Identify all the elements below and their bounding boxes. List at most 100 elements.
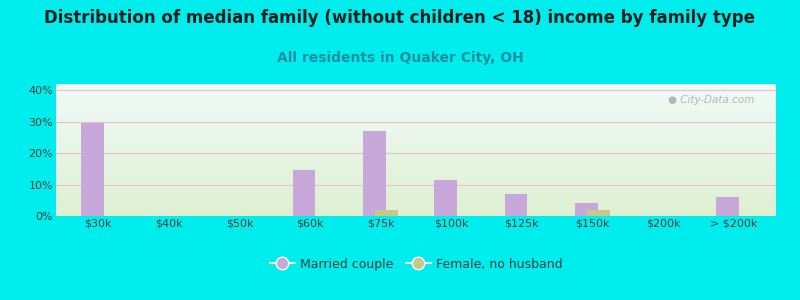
Bar xyxy=(56,129,776,130)
Bar xyxy=(56,170,776,171)
Bar xyxy=(56,136,776,137)
Bar xyxy=(56,124,776,125)
Bar xyxy=(56,210,776,211)
Bar xyxy=(56,164,776,165)
Bar xyxy=(56,125,776,126)
Bar xyxy=(56,206,776,207)
Bar xyxy=(56,103,776,104)
Bar xyxy=(56,155,776,156)
Bar xyxy=(56,89,776,90)
Bar xyxy=(56,189,776,190)
Bar xyxy=(56,93,776,94)
Bar xyxy=(56,115,776,116)
Bar xyxy=(56,172,776,173)
Bar xyxy=(56,178,776,179)
Bar xyxy=(375,210,398,216)
Bar xyxy=(56,167,776,168)
Bar xyxy=(56,101,776,102)
Bar xyxy=(56,143,776,144)
Bar xyxy=(56,137,776,138)
Bar xyxy=(56,192,776,193)
Bar xyxy=(56,123,776,124)
Bar xyxy=(56,207,776,208)
Bar xyxy=(56,209,776,210)
Bar xyxy=(56,188,776,189)
Bar xyxy=(56,131,776,132)
Bar xyxy=(56,152,776,153)
Bar xyxy=(56,87,776,88)
Bar xyxy=(56,215,776,216)
Bar xyxy=(56,117,776,118)
Bar xyxy=(56,158,776,159)
Bar xyxy=(56,111,776,112)
Bar xyxy=(56,165,776,166)
Bar xyxy=(56,197,776,198)
Bar xyxy=(56,183,776,184)
Bar xyxy=(56,156,776,157)
Bar xyxy=(56,95,776,96)
Bar xyxy=(56,146,776,147)
Bar xyxy=(56,144,776,145)
Bar xyxy=(56,214,776,215)
Bar xyxy=(56,100,776,101)
Bar xyxy=(56,106,776,107)
Bar xyxy=(81,123,104,216)
Bar xyxy=(56,175,776,176)
Bar xyxy=(56,176,776,177)
Bar xyxy=(56,133,776,134)
Bar xyxy=(56,174,776,175)
Bar xyxy=(56,163,776,164)
Bar xyxy=(716,197,739,216)
Bar xyxy=(56,187,776,188)
Bar xyxy=(434,180,457,216)
Bar xyxy=(56,104,776,105)
Bar xyxy=(56,157,776,158)
Text: ● City-Data.com: ● City-Data.com xyxy=(668,94,754,105)
Bar xyxy=(56,96,776,97)
Bar xyxy=(56,148,776,149)
Bar xyxy=(56,149,776,150)
Bar xyxy=(56,160,776,161)
Bar xyxy=(56,99,776,100)
Bar xyxy=(56,84,776,85)
Bar xyxy=(56,91,776,92)
Bar xyxy=(56,86,776,87)
Bar xyxy=(56,102,776,103)
Bar xyxy=(56,194,776,195)
Bar xyxy=(56,205,776,206)
Bar xyxy=(56,88,776,89)
Bar xyxy=(56,181,776,182)
Bar xyxy=(56,145,776,146)
Bar xyxy=(56,105,776,106)
Bar xyxy=(56,203,776,204)
Bar xyxy=(56,132,776,133)
Bar xyxy=(56,208,776,209)
Bar xyxy=(56,201,776,202)
Bar xyxy=(56,159,776,160)
Bar xyxy=(56,179,776,180)
Bar xyxy=(56,177,776,178)
Bar xyxy=(56,200,776,201)
Bar xyxy=(56,212,776,213)
Bar xyxy=(56,128,776,129)
Bar xyxy=(56,98,776,99)
Bar xyxy=(56,109,776,110)
Bar xyxy=(56,204,776,205)
Bar xyxy=(56,173,776,174)
Bar xyxy=(56,196,776,197)
Bar xyxy=(56,153,776,154)
Bar xyxy=(56,168,776,169)
Bar xyxy=(56,120,776,121)
Bar xyxy=(56,161,776,162)
Bar xyxy=(56,141,776,142)
Bar xyxy=(293,170,315,216)
Bar xyxy=(56,139,776,140)
Bar xyxy=(56,112,776,113)
Bar xyxy=(56,85,776,86)
Bar xyxy=(56,118,776,119)
Text: All residents in Quaker City, OH: All residents in Quaker City, OH xyxy=(277,51,523,65)
Bar xyxy=(56,122,776,123)
Bar xyxy=(56,147,776,148)
Bar xyxy=(56,97,776,98)
Bar xyxy=(56,199,776,200)
